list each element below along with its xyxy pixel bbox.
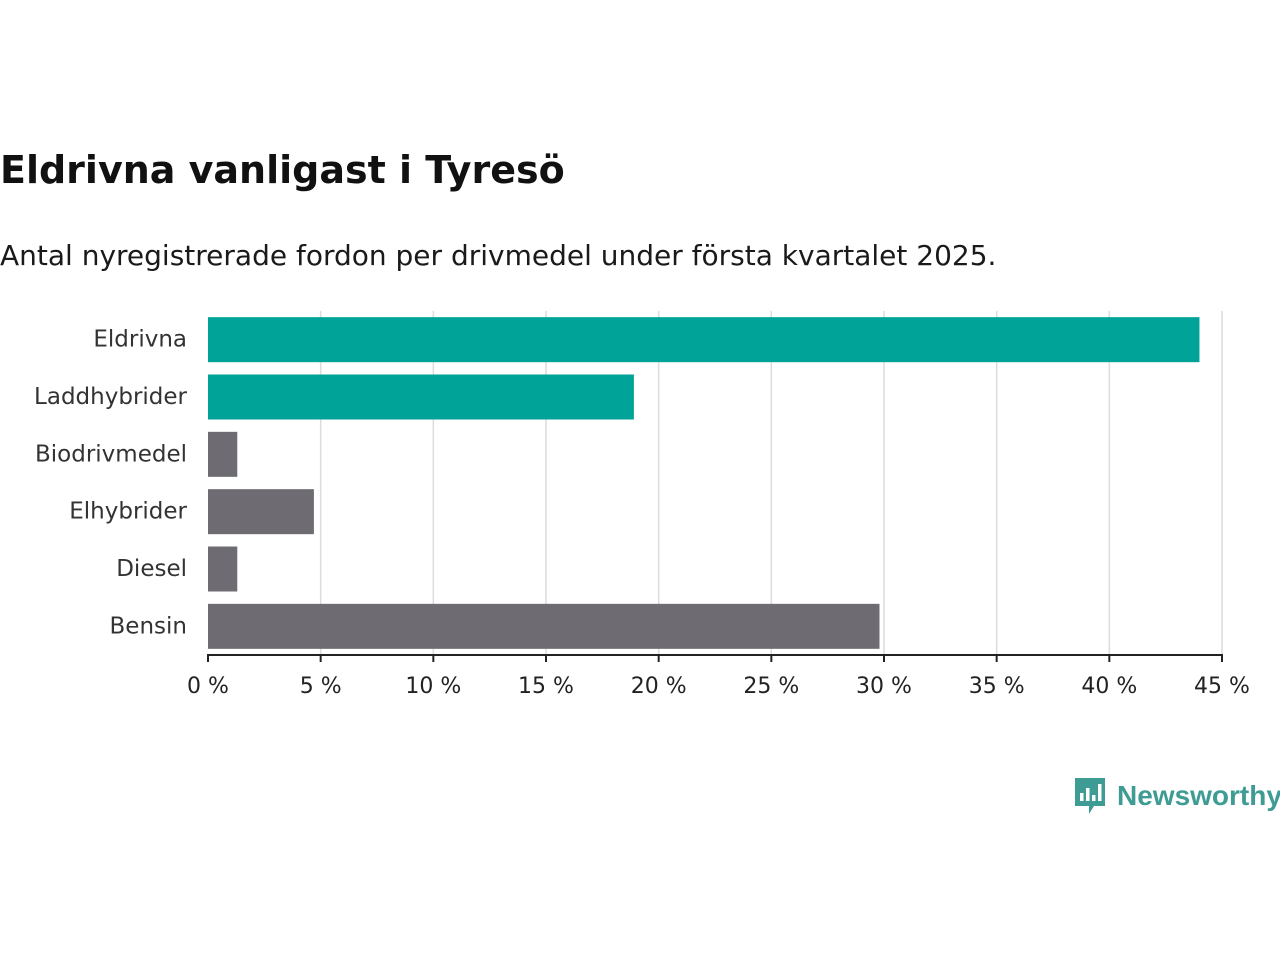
x-tick-label: 45 % bbox=[1194, 674, 1250, 699]
brand-name: Newsworthy bbox=[1117, 780, 1280, 811]
bar-elhybrider bbox=[208, 489, 314, 535]
x-tick-label: 15 % bbox=[518, 674, 574, 699]
x-tick-label: 5 % bbox=[300, 674, 342, 699]
category-label: Laddhybrider bbox=[34, 384, 187, 410]
category-label: Diesel bbox=[116, 556, 187, 582]
x-tick-label: 40 % bbox=[1081, 674, 1137, 699]
x-tick-label: 25 % bbox=[743, 674, 799, 699]
category-label: Biodrivmedel bbox=[35, 441, 187, 467]
chart-subtitle: Antal nyregistrerade fordon per drivmede… bbox=[0, 239, 997, 272]
x-tick-label: 35 % bbox=[969, 674, 1025, 699]
x-axis: 0 % 5 % 10 % 15 % 20 % 25 % 30 % 35 % 40 % 45 % bbox=[187, 654, 1250, 699]
gridlines bbox=[319, 311, 1223, 655]
category-label: Bensin bbox=[110, 613, 187, 639]
category-label: Elhybrider bbox=[69, 499, 187, 525]
bar-laddhybrider bbox=[208, 374, 634, 420]
bar-bensin bbox=[208, 603, 880, 649]
category-labels: Eldrivna Laddhybrider Biodrivmedel Elhybrid… bbox=[34, 327, 187, 640]
category-label: Eldrivna bbox=[93, 327, 187, 353]
bars bbox=[208, 317, 1200, 649]
bar-diesel bbox=[208, 546, 238, 592]
x-tick-label: 20 % bbox=[631, 674, 687, 699]
bar-biodrivmedel bbox=[208, 431, 238, 477]
bar-eldrivna bbox=[208, 317, 1200, 363]
x-tick-label: 0 % bbox=[187, 674, 229, 699]
x-tick-label: 10 % bbox=[405, 674, 461, 699]
newsworthy-logo-icon bbox=[1075, 778, 1105, 814]
brand-logo: Newsworthy bbox=[1073, 776, 1280, 816]
chart-title: Eldrivna vanligast i Tyresö bbox=[0, 148, 565, 192]
x-tick-label: 30 % bbox=[856, 674, 912, 699]
